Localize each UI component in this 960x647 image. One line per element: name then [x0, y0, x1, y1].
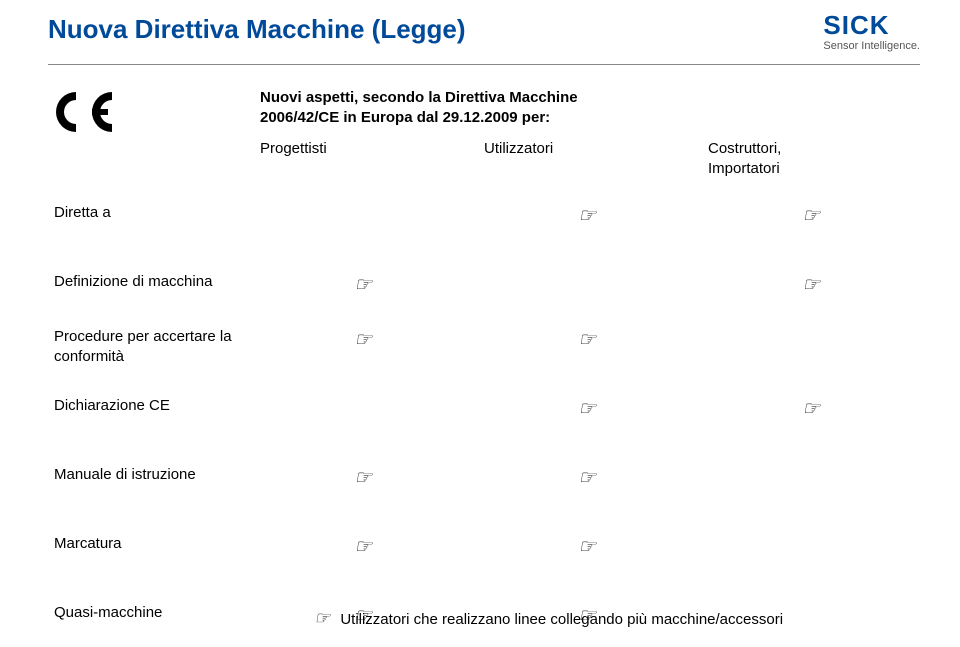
procedure-line1: Procedure per accertare la — [54, 328, 232, 345]
spacer — [48, 433, 920, 447]
page-title: Nuova Direttiva Macchine (Legge) — [48, 14, 466, 45]
matrix-table: Nuovi aspetti, secondo la Direttiva Macc… — [48, 84, 920, 640]
row-label-diretta: Diretta a — [48, 191, 248, 240]
row-label-definizione: Definizione di macchina — [48, 260, 248, 309]
cell-r3-c2: ☞ — [478, 315, 696, 378]
brand-name: SICK — [823, 12, 920, 38]
cell-r1-c2: ☞ — [478, 191, 696, 240]
footnote: ☞ Utilizzatori che realizzano linee coll… — [314, 608, 783, 629]
row-label-quasi: Quasi-macchine — [48, 591, 248, 640]
col-header-3: Costruttori, Importatori — [702, 133, 920, 186]
footnote-text: Utilizzatori che realizzano linee colleg… — [340, 611, 783, 628]
cell-r5-c2: ☞ — [478, 453, 696, 502]
cell-r4-c2: ☞ — [478, 384, 696, 433]
cell-r2-c3: ☞ — [702, 260, 920, 309]
hand-icon: ☞ — [314, 608, 330, 628]
content-area: Nuovi aspetti, secondo la Direttiva Macc… — [48, 84, 920, 640]
cell-r3-c1: ☞ — [254, 315, 472, 378]
divider — [48, 64, 920, 65]
table-heading: Nuovi aspetti, secondo la Direttiva Macc… — [254, 84, 920, 133]
spacer — [48, 502, 920, 516]
row-label-marcatura: Marcatura — [48, 522, 248, 571]
cell-r1-c1 — [254, 191, 472, 240]
cell-r2-c2 — [478, 260, 696, 309]
procedure-line2: conformità — [54, 348, 124, 365]
ce-mark-icon — [48, 84, 248, 185]
brand-logo: SICK Sensor Intelligence. — [823, 12, 920, 52]
row-label-manuale: Manuale di istruzione — [48, 453, 248, 502]
spacer — [48, 571, 920, 585]
col-header-2: Utilizzatori — [478, 133, 696, 186]
cell-r4-c1 — [254, 384, 472, 433]
heading-line-1: Nuovi aspetti, secondo la Direttiva Macc… — [260, 89, 578, 106]
cell-r5-c3 — [702, 453, 920, 502]
cell-r3-c3 — [702, 315, 920, 378]
spacer — [48, 240, 920, 254]
col-header-1: Progettisti — [254, 133, 472, 186]
row-label-procedure: Procedure per accertare la conformità — [48, 315, 248, 378]
heading-line-2: 2006/42/CE in Europa dal 29.12.2009 per: — [260, 109, 550, 126]
cell-r4-c3: ☞ — [702, 384, 920, 433]
cell-r6-c1: ☞ — [254, 522, 472, 571]
col3-line2: Importatori — [708, 160, 780, 177]
cell-r5-c1: ☞ — [254, 453, 472, 502]
cell-r6-c2: ☞ — [478, 522, 696, 571]
cell-r2-c1: ☞ — [254, 260, 472, 309]
brand-tagline: Sensor Intelligence. — [823, 40, 920, 52]
row-label-dichiarazione: Dichiarazione CE — [48, 384, 248, 433]
col3-line1: Costruttori, — [708, 140, 781, 157]
cell-r1-c3: ☞ — [702, 191, 920, 240]
cell-r6-c3 — [702, 522, 920, 571]
